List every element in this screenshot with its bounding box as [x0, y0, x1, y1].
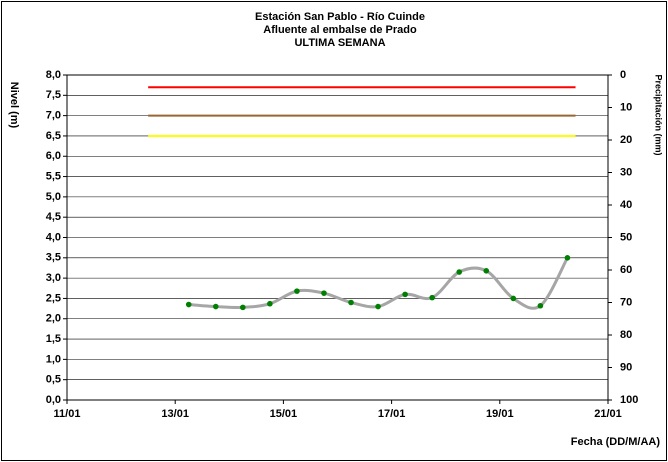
y2-tick-label: 90 — [620, 361, 632, 373]
x-tick-label: 13/01 — [161, 408, 189, 420]
y-tick-label: 0,0 — [46, 394, 61, 406]
y-axis-label: Nivel (m) — [8, 82, 20, 129]
y-tick-label: 5,5 — [46, 170, 61, 182]
chart-title: ULTIMA SEMANA — [294, 37, 385, 49]
chart-title: Estación San Pablo - Río Cuinde — [255, 11, 425, 23]
y2-tick-label: 60 — [620, 264, 632, 276]
data-point — [185, 301, 192, 308]
data-point — [510, 295, 517, 302]
y-tick-label: 4,5 — [46, 211, 61, 223]
data-point — [375, 303, 381, 310]
y-tick-label: 6,5 — [46, 130, 61, 142]
data-point — [321, 290, 327, 296]
data-point — [537, 302, 544, 309]
y-tick-label: 7,5 — [46, 89, 61, 101]
y-tick-label: 7,0 — [46, 110, 61, 122]
y2-tick-label: 0 — [620, 69, 626, 81]
y-tick-label: 8,0 — [46, 69, 61, 81]
y2-tick-label: 40 — [620, 199, 632, 211]
x-tick-label: 17/01 — [378, 408, 406, 420]
y-tick-label: 1,0 — [46, 353, 61, 365]
y-tick-label: 6,0 — [46, 150, 61, 162]
y2-tick-label: 10 — [620, 101, 632, 113]
y-tick-label: 3,5 — [46, 252, 61, 264]
y-tick-label: 2,5 — [46, 292, 61, 304]
data-point — [294, 288, 300, 294]
data-point — [483, 268, 490, 274]
x-tick-label: 19/01 — [486, 408, 514, 420]
data-point — [240, 304, 246, 311]
y-tick-label: 4,0 — [46, 231, 61, 243]
chart-title: Afluente al embalse de Prado — [263, 24, 417, 36]
y2-tick-label: 100 — [620, 394, 638, 406]
y2-tick-label: 80 — [620, 329, 632, 341]
y-tick-label: 3,0 — [46, 272, 61, 284]
y2-tick-label: 50 — [620, 231, 632, 243]
y2-tick-label: 70 — [620, 296, 632, 308]
data-point — [402, 291, 408, 298]
x-tick-label: 21/01 — [594, 408, 622, 420]
y-tick-label: 5,0 — [46, 191, 61, 203]
y-tick-label: 2,0 — [46, 313, 61, 325]
data-point — [564, 255, 571, 261]
data-point — [348, 299, 354, 306]
data-point — [429, 294, 435, 301]
y-tick-label: 0,5 — [46, 374, 61, 386]
x-axis-label: Fecha (DD/M/AA) — [571, 436, 661, 448]
y2-tick-label: 30 — [620, 166, 632, 178]
plot-frame — [66, 74, 609, 401]
y2-axis-label: Precipitación (mm) — [654, 74, 664, 155]
y2-tick-label: 20 — [620, 134, 632, 146]
x-tick-label: 15/01 — [270, 408, 298, 420]
data-point — [456, 269, 463, 275]
x-tick-label: 11/01 — [54, 408, 81, 420]
data-point — [212, 303, 219, 310]
y-tick-label: 1,5 — [46, 333, 61, 345]
data-point — [267, 300, 273, 307]
